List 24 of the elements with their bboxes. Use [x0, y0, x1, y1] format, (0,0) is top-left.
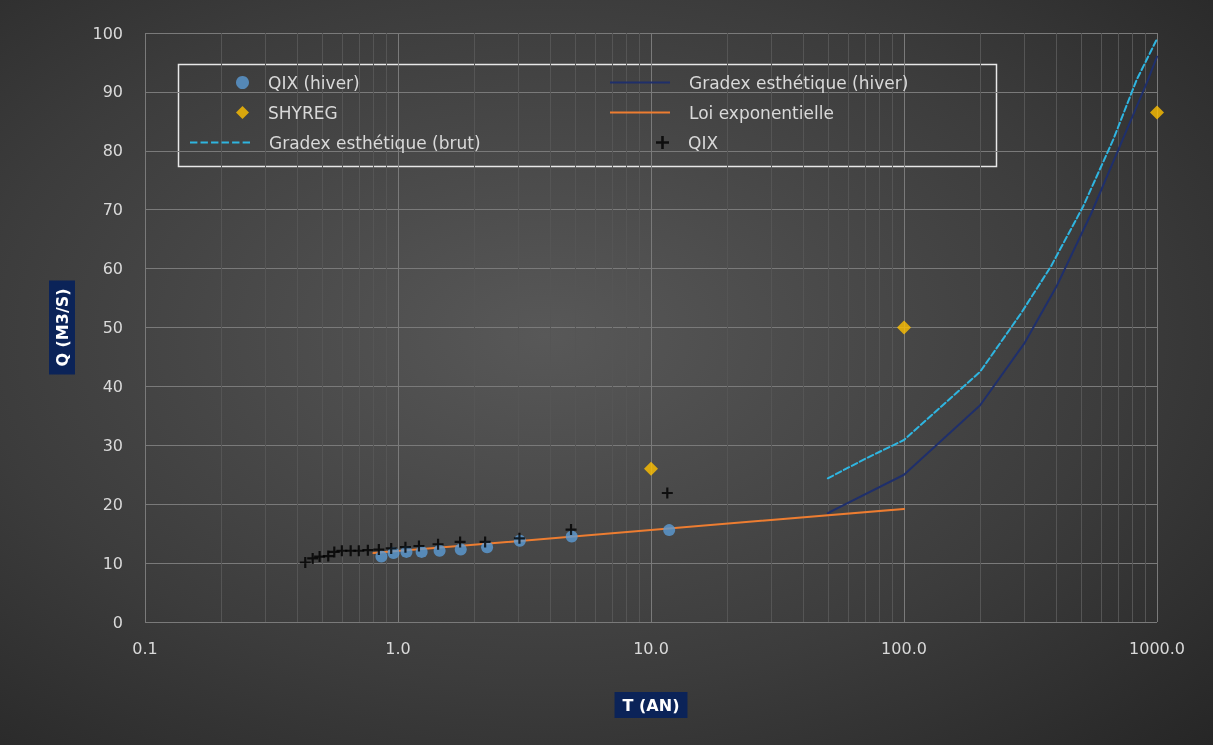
legend-label: Loi exponentielle [689, 102, 834, 123]
legend-label: Gradex esthétique (brut) [269, 132, 481, 153]
x-tick-label: 1.0 [385, 638, 411, 658]
y-tick-label: 100 [92, 23, 123, 43]
y-tick-label: 50 [102, 318, 123, 337]
y-tick-label: 40 [102, 376, 123, 396]
legend-label: SHYREG [268, 102, 338, 123]
y-tick-label: 30 [102, 435, 123, 455]
y-tick-label: 10 [102, 553, 123, 573]
legend-label: QIX [688, 132, 719, 153]
y-tick-label: 90 [102, 82, 123, 102]
y-tick-label: 70 [102, 200, 123, 220]
legend-label: QIX (hiver) [268, 72, 360, 93]
y-axis-title: Q (M3/S) [52, 288, 72, 367]
y-tick-label: 20 [102, 494, 123, 514]
y-tick-label: 60 [102, 259, 123, 279]
x-axis-title: T (AN) [622, 695, 680, 715]
x-tick-label: 1000.0 [1129, 638, 1185, 658]
x-tick-label: 0.1 [132, 638, 158, 658]
x-tick-label: 100.0 [881, 638, 927, 658]
y-tick-label: 0 [112, 612, 123, 632]
y-tick-label: 80 [102, 141, 123, 161]
x-tick-label: 10.0 [633, 638, 669, 658]
legend-label: Gradex esthétique (hiver) [689, 72, 909, 93]
